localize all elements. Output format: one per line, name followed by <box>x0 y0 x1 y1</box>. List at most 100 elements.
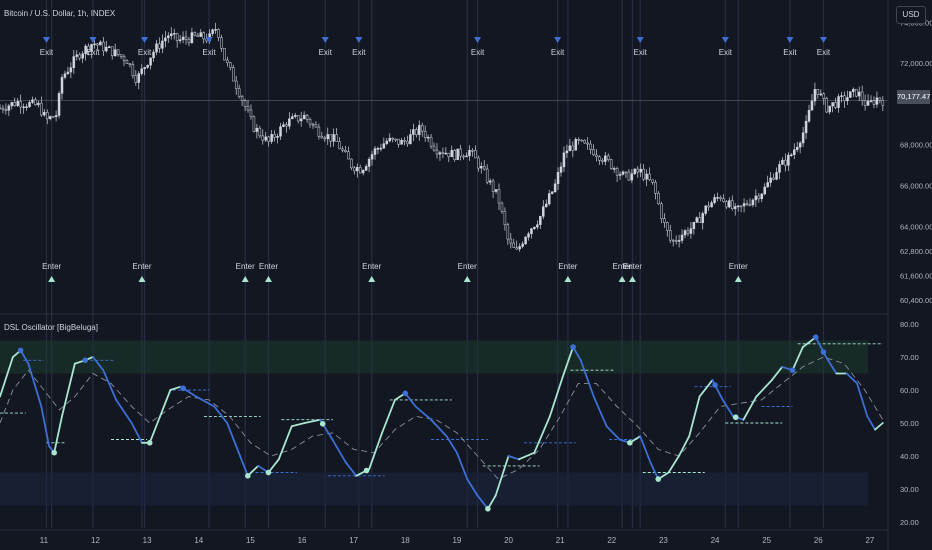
candle-body <box>172 33 176 35</box>
oscillator-dot <box>363 467 370 474</box>
candle-body <box>48 116 52 119</box>
exit-label: Exit <box>817 48 831 57</box>
upper-zone <box>0 340 868 374</box>
oscillator-dot <box>319 421 326 427</box>
candle-body <box>536 224 539 228</box>
candle-body <box>663 218 666 223</box>
enter-marker-icon <box>618 276 626 282</box>
candle-body <box>500 202 504 212</box>
exit-marker-icon <box>355 37 363 43</box>
candle-body <box>837 96 840 108</box>
enter-marker-icon <box>241 276 249 282</box>
candle-body <box>358 166 362 174</box>
candle-body <box>559 166 563 173</box>
oscillator-segment <box>414 405 432 421</box>
candle-body <box>471 150 474 152</box>
candle-body <box>666 222 669 231</box>
price-tick-label: 62,800.00 <box>900 247 932 256</box>
candle-body <box>320 136 324 139</box>
exit-label: Exit <box>719 48 733 57</box>
oscillator-dot <box>789 367 796 374</box>
candle-body <box>317 126 321 137</box>
candle-body <box>102 41 105 52</box>
oscillator-segment <box>329 435 347 464</box>
candle-body <box>385 140 389 144</box>
oscillator-segment <box>226 422 241 457</box>
oscillator-segment <box>92 356 105 372</box>
candle-body <box>807 109 811 122</box>
candle-body <box>302 114 306 120</box>
candle-body <box>798 142 802 148</box>
candle-body <box>178 39 182 41</box>
symbol-title[interactable]: Bitcoin / U.S. Dollar, 1h, INDEX <box>4 9 116 18</box>
candle-body <box>784 159 787 166</box>
oscillator-segment <box>678 435 691 457</box>
candle-body <box>574 139 578 151</box>
exit-label: Exit <box>471 48 485 57</box>
candle-body <box>31 99 34 103</box>
osc-tick-label: 40.00 <box>900 452 919 461</box>
time-tick-label: 21 <box>556 536 565 545</box>
oscillator-dot <box>820 349 827 355</box>
candle-body <box>311 123 315 126</box>
candle-body <box>544 203 548 207</box>
oscillator-segment <box>770 365 784 382</box>
candle-body <box>787 154 790 166</box>
candle-body <box>397 138 400 145</box>
candle-body <box>518 246 521 250</box>
candle-body <box>16 101 19 106</box>
candle-body <box>4 109 8 111</box>
enter-marker-icon <box>463 276 471 282</box>
candle-body <box>226 59 229 63</box>
candle-body <box>766 182 769 188</box>
candle-body <box>196 34 200 37</box>
candle-body <box>63 73 67 78</box>
candle-body <box>367 158 371 167</box>
currency-button[interactable]: USD <box>896 6 926 24</box>
candle-body <box>834 102 837 108</box>
enter-label: Enter <box>362 262 381 271</box>
candle-body <box>202 32 205 40</box>
candle-body <box>96 43 99 46</box>
candle-body <box>264 136 267 141</box>
candle-body <box>601 160 604 162</box>
candle-body <box>624 171 628 174</box>
candle-body <box>155 43 158 53</box>
price-tick-label: 72,000.00 <box>900 59 932 68</box>
candle-body <box>406 141 409 145</box>
oscillator-segment <box>688 395 701 438</box>
candle-body <box>60 77 64 94</box>
candle-body <box>418 125 421 135</box>
candle-body <box>137 73 141 83</box>
oscillator-segment <box>159 389 172 418</box>
oscillator-dot <box>146 440 153 446</box>
oscillator-title[interactable]: DSL Oscillator [BigBeluga] <box>4 323 98 332</box>
candle-body <box>612 168 616 170</box>
oscillator-segment <box>456 451 469 481</box>
candle-body <box>116 49 120 55</box>
candle-body <box>849 91 852 98</box>
oscillator-segment <box>667 455 680 474</box>
candle-body <box>609 159 613 169</box>
osc-tick-label: 80.00 <box>900 320 919 329</box>
candle-body <box>627 171 631 181</box>
candle-body <box>125 60 129 64</box>
oscillator-segment <box>742 395 758 421</box>
oscillator-segment <box>303 418 321 424</box>
candle-body <box>72 56 76 68</box>
candle-body <box>10 102 14 107</box>
candle-body <box>863 100 867 106</box>
time-tick-label: 23 <box>659 536 668 545</box>
candle-body <box>790 154 793 157</box>
candle-body <box>128 63 132 65</box>
candle-body <box>878 97 882 101</box>
candle-body <box>299 118 303 122</box>
candle-body <box>237 88 241 97</box>
candle-body <box>184 36 188 40</box>
osc-tick-label: 20.00 <box>900 518 919 527</box>
candle-body <box>34 99 37 106</box>
candle-body <box>403 139 406 142</box>
enter-label: Enter <box>236 262 255 271</box>
candle-body <box>668 230 672 241</box>
